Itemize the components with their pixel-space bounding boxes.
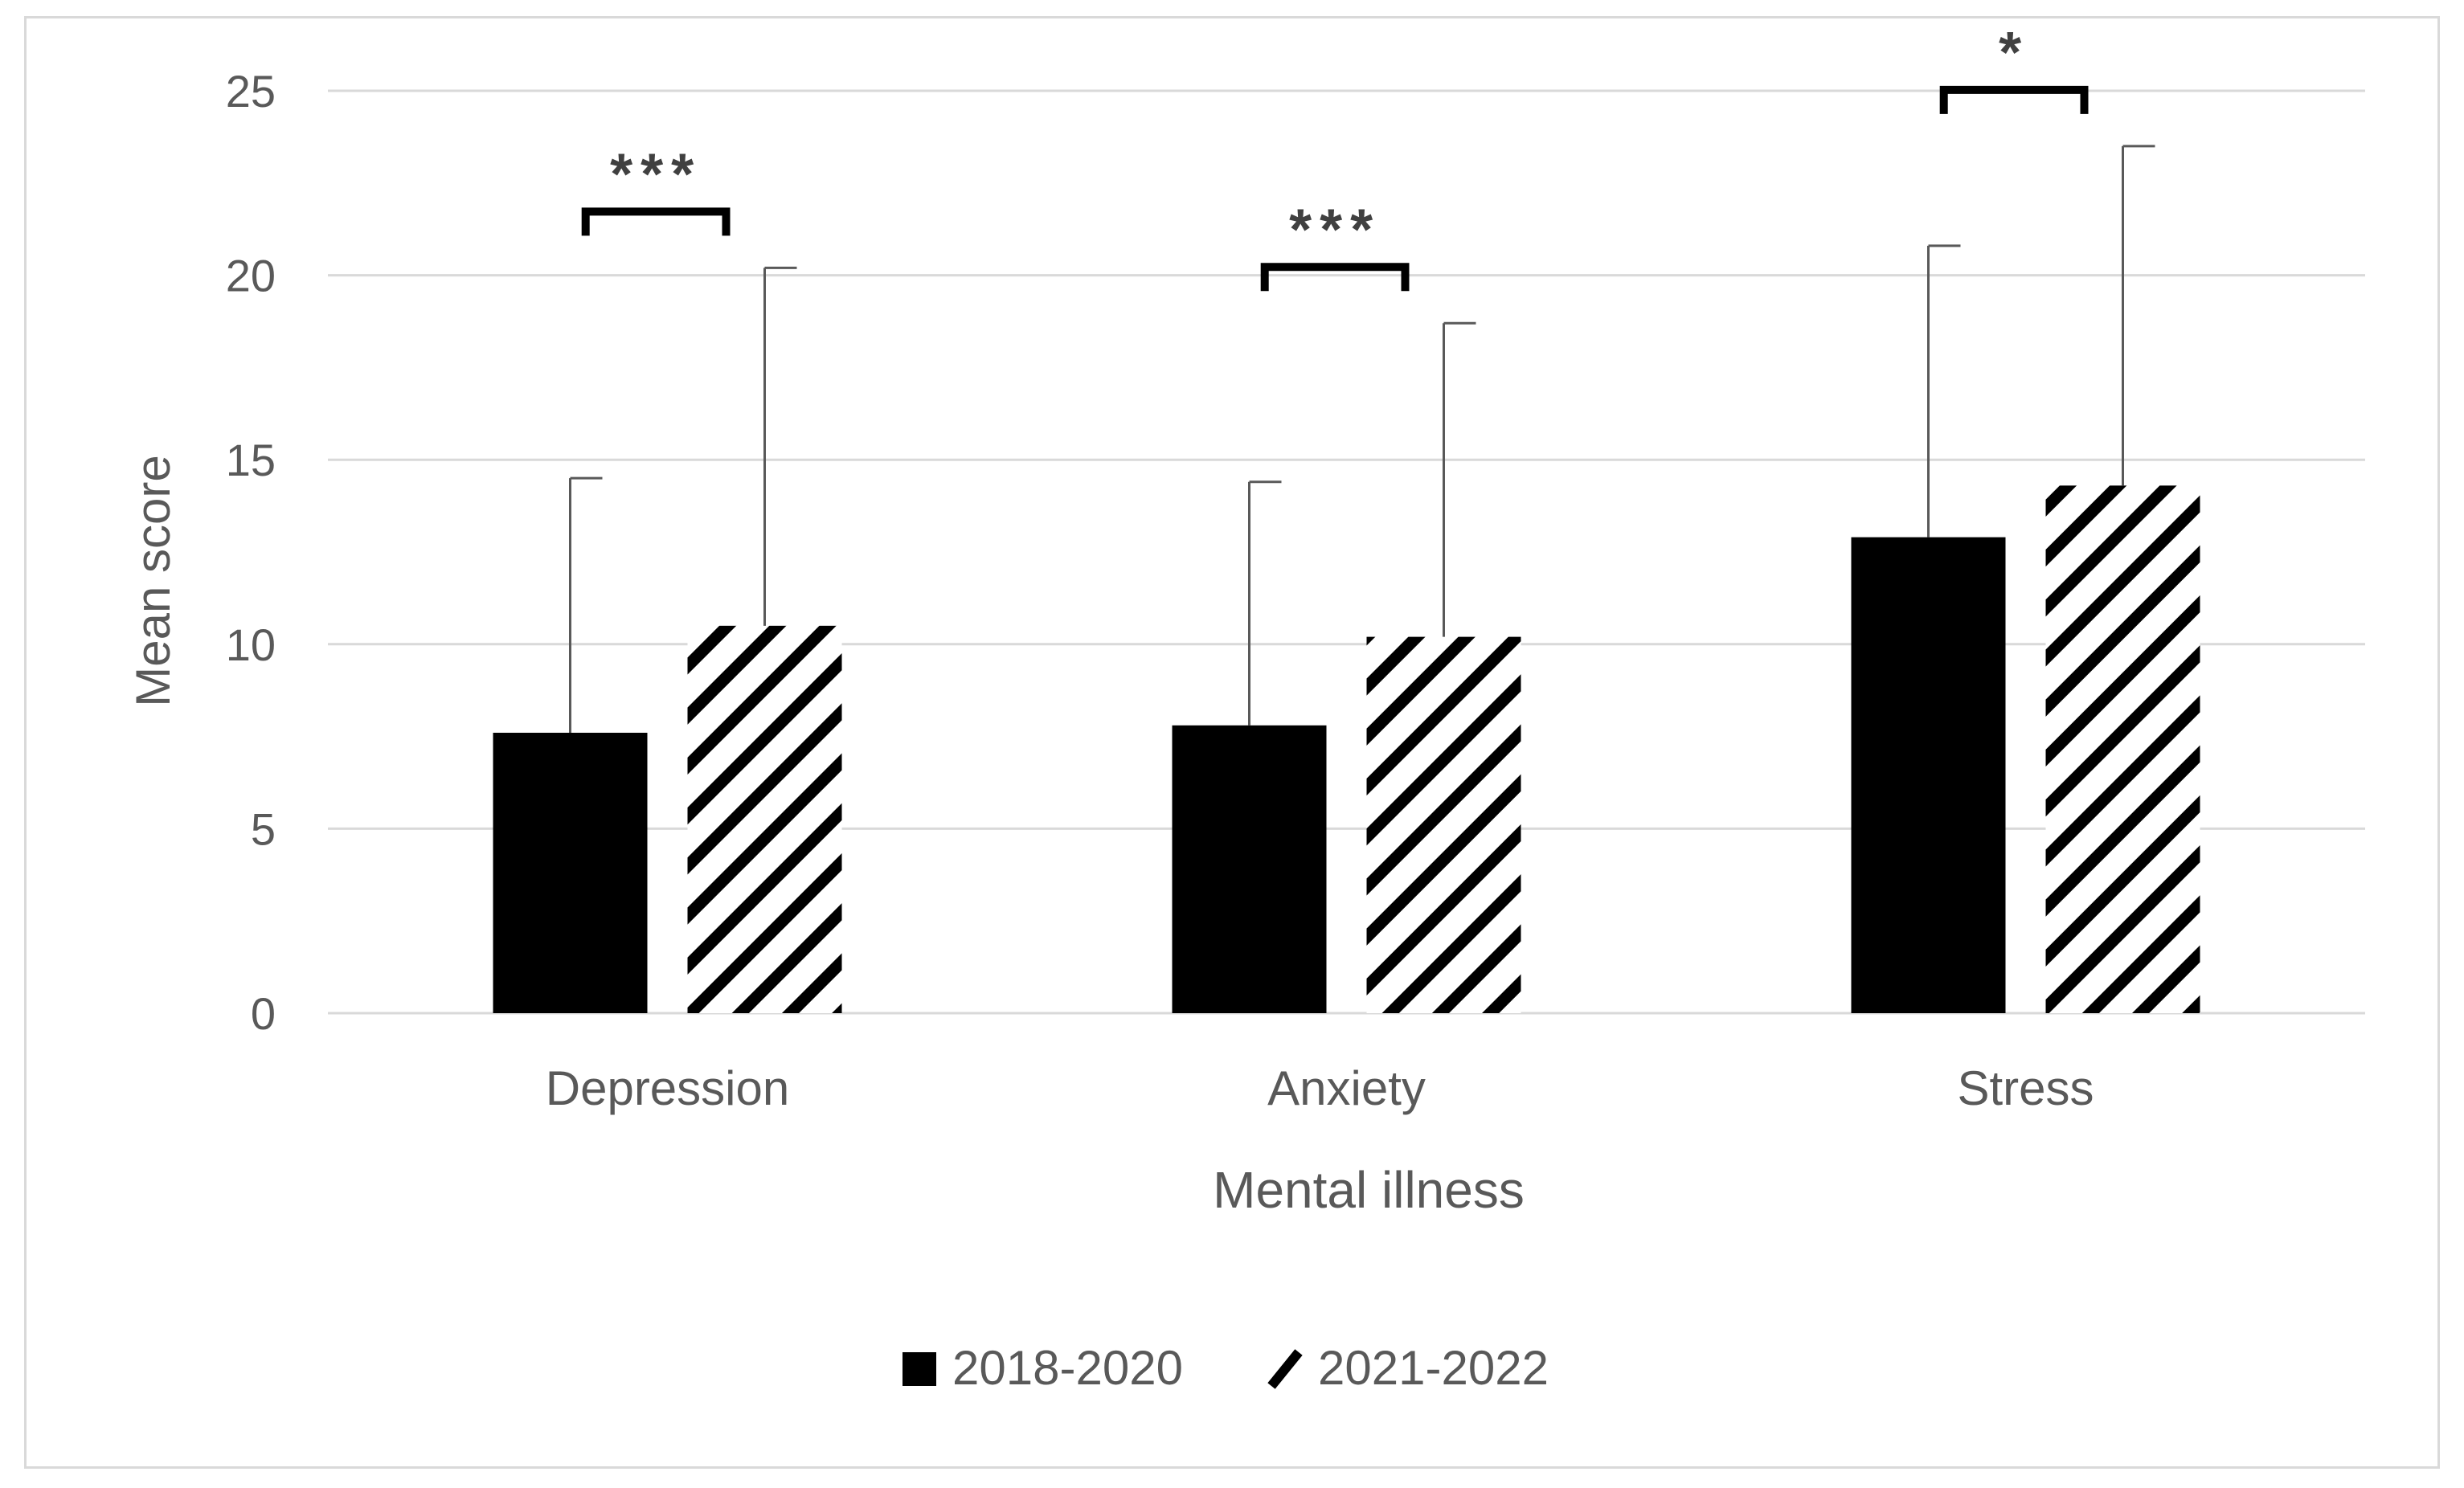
bar-2021-2022-Depression [687,625,842,1013]
significance-bracket [1260,263,1410,292]
y-axis-ticks: 0 5 10 15 20 25 [226,66,276,1039]
y-tick-label: 0 [251,988,276,1039]
bar-2021-2022-Stress [2045,485,2200,1013]
y-tick-label: 25 [226,66,276,117]
error-bars [569,145,2155,734]
x-axis-categories: Depression Anxiety Stress [546,1061,2094,1115]
legend: 2018-2020 2021-2022 [903,1341,1549,1395]
significance-label: *** [1289,198,1381,262]
bar-2021-2022-Anxiety [1366,636,1521,1013]
x-tick-label: Depression [546,1061,790,1115]
x-tick-label: Stress [1957,1061,2094,1115]
legend-label: 2021-2022 [1318,1341,1549,1395]
x-axis-label: Mental illness [1213,1161,1525,1219]
bar-2018-2020-Stress [1851,537,2006,1013]
significance-bracket [581,207,731,236]
legend-swatch-2021-2022 [1267,1349,1303,1389]
y-tick-label: 5 [251,803,276,854]
y-tick-label: 10 [226,619,276,670]
bar-2018-2020-Anxiety [1172,725,1327,1013]
legend-swatch-2018-2020 [903,1352,936,1386]
y-axis-label: Mean score [126,455,180,706]
bars [493,485,2200,1013]
y-tick-label: 15 [226,435,276,485]
x-tick-label: Anxiety [1267,1061,1426,1115]
significance-markers: ******* [581,21,2089,292]
chart-frame: 0 5 10 15 20 25 *** *** * Depression Anxiety Stre… [24,16,2440,1469]
significance-label: * [1999,21,2029,85]
legend-label: 2018-2020 [952,1341,1183,1395]
y-tick-label: 20 [226,251,276,301]
gridlines [328,89,2365,1015]
significance-label: *** [610,142,702,206]
significance-bracket [1939,85,2089,114]
bar-2018-2020-Depression [493,733,648,1013]
